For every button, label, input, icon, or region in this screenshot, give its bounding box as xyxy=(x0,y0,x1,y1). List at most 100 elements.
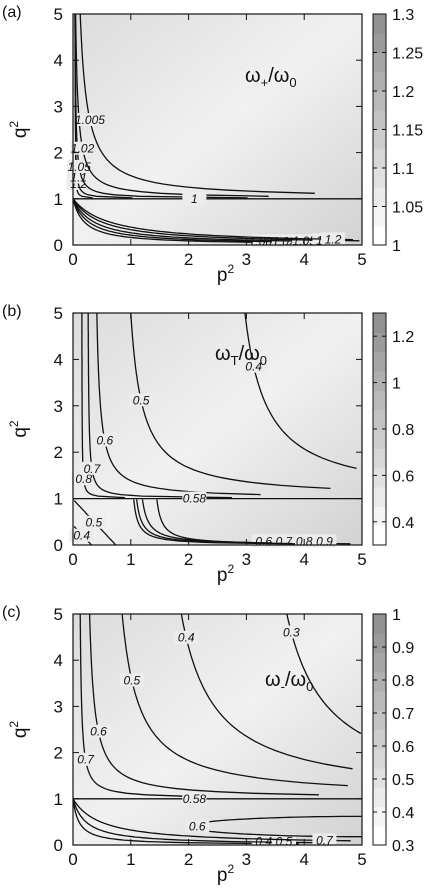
colorbar-step xyxy=(373,33,386,53)
y-tick-label: 3 xyxy=(54,97,63,116)
colorbar-tick-label: 0.9 xyxy=(392,640,414,657)
contour-label: 0.5 xyxy=(124,674,141,688)
contour-0.8 xyxy=(136,499,331,545)
contour-label: 0.5 xyxy=(133,393,150,407)
plot-frame xyxy=(72,312,363,546)
contour-label: 0.8 xyxy=(75,472,92,486)
contour-0.6 xyxy=(96,312,261,496)
colorbar-step xyxy=(373,409,386,430)
x-tick-label: 0 xyxy=(68,850,77,869)
x-axis-label: p2 xyxy=(217,862,235,886)
contour-0.4 xyxy=(244,312,357,470)
y-tick-label: 5 xyxy=(54,304,63,323)
colorbar-step xyxy=(373,351,386,372)
colorbar-step xyxy=(373,787,386,807)
colorbar-step xyxy=(373,806,386,827)
contour-label: 0.3 xyxy=(283,625,300,639)
contour-label: 0.9 xyxy=(316,534,333,548)
colorbar-step xyxy=(373,691,386,711)
contour-label: 0.6 xyxy=(189,820,206,834)
contour-label: 1.005 xyxy=(75,113,105,127)
panel-label: (a) xyxy=(2,4,22,21)
x-tick-label: 2 xyxy=(184,850,193,869)
x-tick-label: 4 xyxy=(299,850,308,869)
colorbar-step xyxy=(373,225,386,246)
x-tick-label: 4 xyxy=(299,250,308,269)
colorbar-tick-label: 0.8 xyxy=(392,673,414,690)
contour-0.7 xyxy=(79,614,188,797)
y-tick-label: 3 xyxy=(54,697,63,716)
x-tick-label: 3 xyxy=(242,250,251,269)
contour-label: 0.6 xyxy=(90,725,107,739)
x-axis-label: p2 xyxy=(217,562,235,586)
colorbar-step xyxy=(373,371,386,391)
y-tick-label: 4 xyxy=(54,51,63,70)
y-tick-label: 4 xyxy=(54,350,63,369)
contour-0.5 xyxy=(72,799,318,844)
panel-1: 1.21.11.051.021.00511.0051.021.051.11.20… xyxy=(2,4,423,286)
colorbar-tick-label: 0.4 xyxy=(392,515,414,532)
colorbar-tick-label: 0.5 xyxy=(392,772,414,789)
colorbar: 0.3 0.4 0.5 0.6 0.7 0.8 0.9 1 xyxy=(372,607,414,855)
colorbar-tick-label: 1 xyxy=(392,376,401,393)
colorbar-step xyxy=(373,729,386,750)
colorbar-tick-label: 0.6 xyxy=(392,468,414,485)
panel-title: ω+/ω0 xyxy=(245,65,297,90)
colorbar-step xyxy=(373,313,386,333)
contour-0.6 xyxy=(156,499,351,545)
contour-label: 0.6 xyxy=(255,534,272,548)
colorbar-tick-label: 1 xyxy=(392,607,401,624)
x-tick-label: 2 xyxy=(184,250,193,269)
colorbar-tick-label: 0.6 xyxy=(392,739,414,756)
y-tick-label: 3 xyxy=(54,397,63,416)
y-axis-label: q2 xyxy=(7,721,31,739)
colorbar-step xyxy=(373,768,386,788)
panel-title: ω-/ω0 xyxy=(265,669,313,694)
plot-frame xyxy=(72,13,363,246)
y-tick-label: 2 xyxy=(54,144,63,163)
y-axis-label: q2 xyxy=(7,121,31,139)
panel-3: 0.7 0.6 0.5 0.4 0.3 0.58 0.4 0.5 0.6 0.7 0 1 2 3 4 5 0 1 2… xyxy=(2,604,414,886)
y-tick-label: 5 xyxy=(54,605,63,624)
y-tick-label: 4 xyxy=(54,651,63,670)
colorbar-tick-label: 1.25 xyxy=(392,46,423,63)
colorbar-tick-label: 0.7 xyxy=(392,706,414,723)
x-tick-label: 0 xyxy=(68,250,77,269)
colorbar-tick-label: 1.2 xyxy=(392,84,414,101)
contour-0.7 xyxy=(141,499,314,545)
contour-1.02 xyxy=(74,14,269,197)
colorbar-step xyxy=(373,710,386,730)
contour-label: 0.4 xyxy=(73,529,90,543)
contour-label: 0.7 xyxy=(77,753,95,767)
contour-0.5 xyxy=(121,613,348,787)
colorbar-step xyxy=(373,633,386,653)
panel-2: 0.80.70.60.50.40.580.6 0.7 0.8 0.90.50.40 1 2… xyxy=(2,303,414,586)
contour-label: 0.4 xyxy=(178,631,195,645)
contour-0.4 xyxy=(72,799,299,845)
x-tick-label: 0 xyxy=(68,550,77,569)
colorbar-step xyxy=(373,52,386,73)
contour-1.1 xyxy=(73,199,360,242)
contour-label: 0.58 xyxy=(183,792,207,806)
colorbar-step xyxy=(373,129,386,150)
contour-0.7 xyxy=(73,799,351,842)
contour-0.6 xyxy=(88,613,319,796)
y-tick-label: 2 xyxy=(54,744,63,763)
y-axis-label: q2 xyxy=(7,420,31,438)
colorbar-step xyxy=(373,825,386,846)
colorbar-step xyxy=(373,14,386,34)
contour-1.005 xyxy=(72,199,329,244)
x-tick-label: 1 xyxy=(126,250,135,269)
contour-label: 0.5 xyxy=(85,516,102,530)
colorbar-tick-label: 1.3 xyxy=(392,7,414,24)
x-tick-label: 1 xyxy=(126,550,135,569)
colorbar-step xyxy=(373,448,386,469)
y-tick-label: 1 xyxy=(54,190,63,209)
colorbar-tick-label: 1 xyxy=(392,238,401,255)
colorbar-step xyxy=(373,487,386,507)
colorbar-step xyxy=(373,91,386,111)
contour-label: 0.4 xyxy=(245,360,262,374)
colorbar-step xyxy=(373,148,386,169)
colorbar-tick-label: 1.15 xyxy=(392,123,423,140)
